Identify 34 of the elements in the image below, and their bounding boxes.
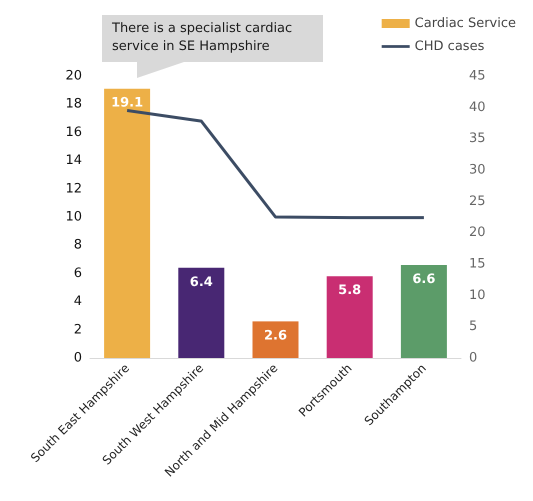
y2-tick-label: 35 <box>469 131 486 146</box>
y-tick-label: 4 <box>74 294 82 310</box>
y-tick-label: 20 <box>65 68 82 84</box>
data-label: 19.1 <box>111 96 144 111</box>
bar <box>104 88 150 358</box>
y2-tick-label: 0 <box>469 350 478 366</box>
y-tick-label: 8 <box>74 238 82 253</box>
y2-tick-label: 15 <box>469 256 486 272</box>
y2-tick-label: 45 <box>469 68 486 84</box>
data-label: 2.6 <box>264 328 288 344</box>
data-label: 6.4 <box>190 274 213 290</box>
y-tick-label: 0 <box>74 350 82 366</box>
bar <box>252 321 298 358</box>
y-tick-label: 2 <box>74 322 82 338</box>
y2-tick-label: 30 <box>469 162 486 178</box>
y2-tick-label: 10 <box>469 288 486 303</box>
y-tick-label: 12 <box>65 181 82 196</box>
y2-tick-label: 25 <box>469 194 486 209</box>
y2-tick-label: 5 <box>469 319 478 334</box>
line-series <box>126 108 426 220</box>
y2-tick-label: 20 <box>469 225 486 240</box>
bar <box>400 264 447 358</box>
data-label: 5.8 <box>338 283 362 298</box>
bar <box>326 276 373 358</box>
y-tick-label: 14 <box>65 153 82 168</box>
y-tick-label: 18 <box>65 96 82 112</box>
bar <box>178 268 224 358</box>
y-tick-label: 6 <box>74 266 82 281</box>
legend-label: CHD cases <box>414 39 485 54</box>
y2-tick-label: 40 <box>469 100 486 115</box>
data-label: 6.6 <box>412 272 436 287</box>
y-tick-label: 16 <box>65 124 82 140</box>
legend-label: Cardiac Service <box>414 16 516 31</box>
y-tick-label: 10 <box>65 210 82 224</box>
